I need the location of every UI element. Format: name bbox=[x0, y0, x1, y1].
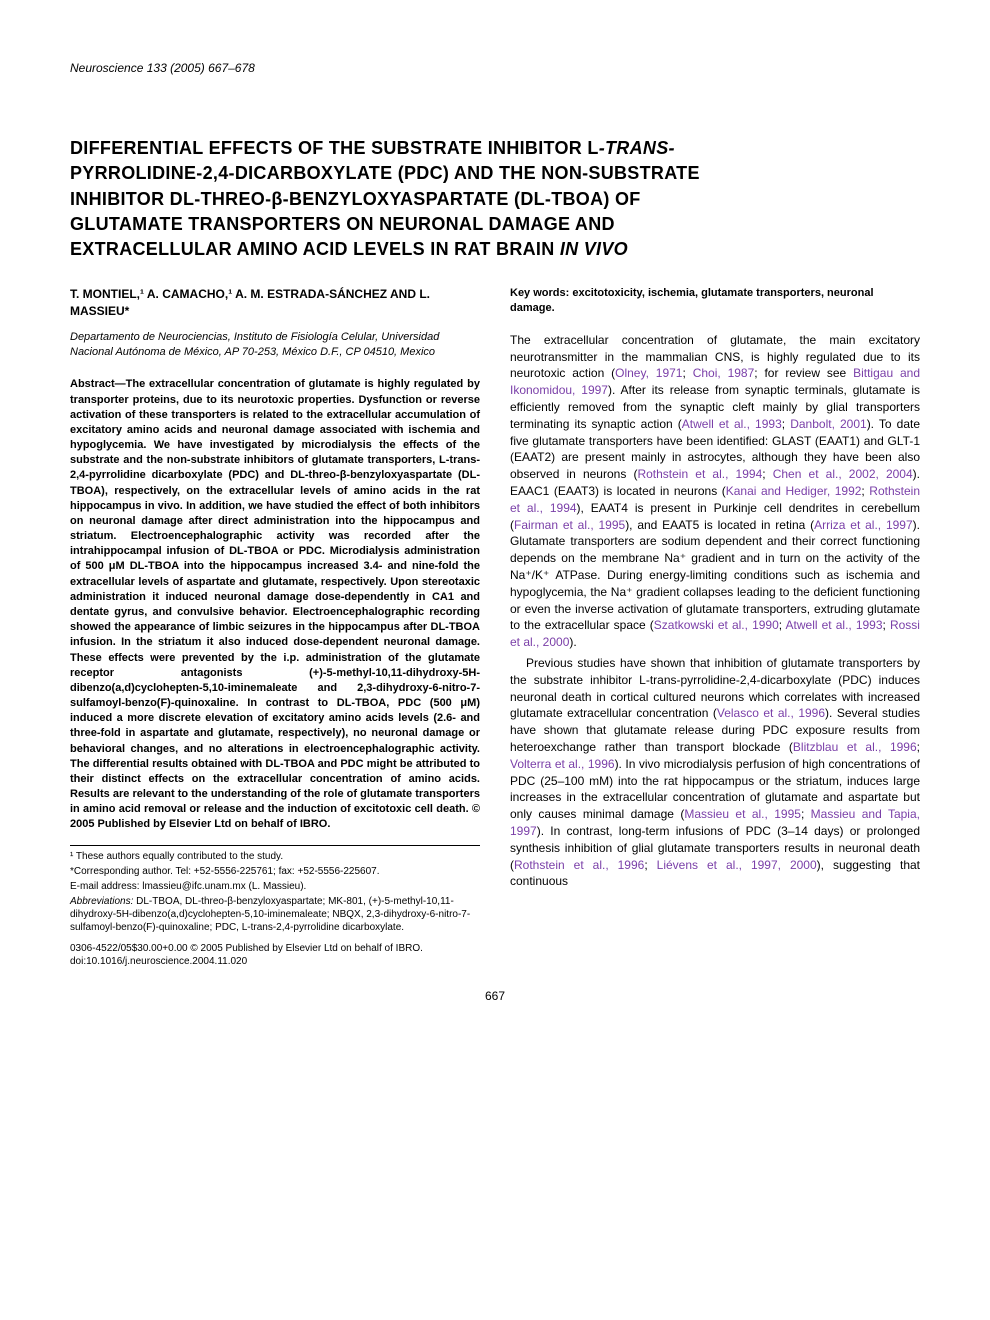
ref-link[interactable]: Blitzblau et al., 1996 bbox=[793, 740, 917, 754]
journal-header: Neuroscience 133 (2005) 667–678 bbox=[70, 60, 920, 76]
ref-link[interactable]: Szatkowski et al., 1990 bbox=[654, 618, 779, 632]
ref-link[interactable]: Volterra et al., 1996 bbox=[510, 757, 615, 771]
article-title: DIFFERENTIAL EFFECTS OF THE SUBSTRATE IN… bbox=[70, 136, 920, 262]
ref-link[interactable]: Atwell et al., 1993 bbox=[786, 618, 883, 632]
ref-link[interactable]: Choi, 1987 bbox=[693, 366, 755, 380]
abstract-text: The extracellular concentration of gluta… bbox=[70, 378, 480, 830]
doi-line: doi:10.1016/j.neuroscience.2004.11.020 bbox=[70, 955, 480, 968]
body-paragraph-2: Previous studies have shown that inhibit… bbox=[510, 655, 920, 890]
ref-link[interactable]: Rothstein et al., 1996 bbox=[514, 858, 644, 872]
ref-link[interactable]: Massieu et al., 1995 bbox=[684, 807, 801, 821]
ref-link[interactable]: Arriza et al., 1997 bbox=[814, 518, 913, 532]
ref-link[interactable]: Chen et al., 2002, 2004 bbox=[773, 467, 913, 481]
footnote-email: E-mail address: lmassieu@ifc.unam.mx (L.… bbox=[70, 880, 480, 893]
ref-link[interactable]: Velasco et al., 1996 bbox=[717, 706, 825, 720]
ref-link[interactable]: Atwell et al., 1993 bbox=[682, 417, 782, 431]
journal-name: Neuroscience bbox=[70, 61, 143, 75]
footnotes: ¹ These authors equally contributed to t… bbox=[70, 845, 480, 934]
ref-link[interactable]: Kanai and Hediger, 1992 bbox=[726, 484, 862, 498]
footnote-contribution: ¹ These authors equally contributed to t… bbox=[70, 850, 480, 863]
ref-link[interactable]: Liévens et al., 1997, 2000 bbox=[657, 858, 817, 872]
right-column: Key words: excitotoxicity, ischemia, glu… bbox=[510, 286, 920, 967]
copyright-line-1: 0306-4522/05$30.00+0.00 © 2005 Published… bbox=[70, 942, 480, 955]
authors: T. MONTIEL,¹ A. CAMACHO,¹ A. M. ESTRADA-… bbox=[70, 286, 480, 320]
body-paragraph-1: The extracellular concentration of gluta… bbox=[510, 332, 920, 651]
footnote-corresponding: *Corresponding author. Tel: +52-5556-225… bbox=[70, 865, 480, 878]
copyright-block: 0306-4522/05$30.00+0.00 © 2005 Published… bbox=[70, 942, 480, 968]
two-column-layout: T. MONTIEL,¹ A. CAMACHO,¹ A. M. ESTRADA-… bbox=[70, 286, 920, 967]
ref-link[interactable]: Fairman et al., 1995 bbox=[514, 518, 625, 532]
ref-link[interactable]: Danbolt, 2001 bbox=[790, 417, 866, 431]
page-number: 667 bbox=[70, 988, 920, 1004]
journal-volume-pages: 133 (2005) 667–678 bbox=[147, 61, 255, 75]
body-text: The extracellular concentration of gluta… bbox=[510, 332, 920, 890]
left-column: T. MONTIEL,¹ A. CAMACHO,¹ A. M. ESTRADA-… bbox=[70, 286, 480, 967]
ref-link[interactable]: Olney, 1971 bbox=[615, 366, 682, 380]
abstract-label: Abstract— bbox=[70, 378, 126, 390]
footnote-abbreviations: Abbreviations: DL-TBOA, DL-threo-β-benzy… bbox=[70, 895, 480, 934]
ref-link[interactable]: Rothstein et al., 1994 bbox=[637, 467, 762, 481]
keywords: Key words: excitotoxicity, ischemia, glu… bbox=[510, 286, 920, 316]
affiliation: Departamento de Neurociencias, Instituto… bbox=[70, 330, 480, 360]
abstract: Abstract—The extracellular concentration… bbox=[70, 377, 480, 832]
